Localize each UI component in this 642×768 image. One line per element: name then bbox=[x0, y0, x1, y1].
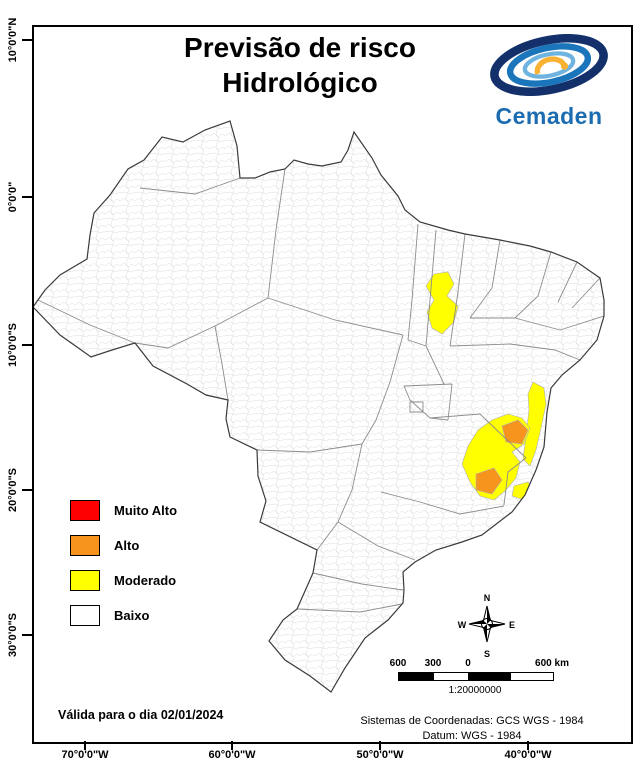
crs-line1: Sistemas de Coordenadas: GCS WGS - 1984 bbox=[360, 715, 584, 727]
brazil-country-outline bbox=[32, 120, 605, 693]
scale-label-300: 300 bbox=[424, 658, 442, 669]
lat-tick-0 bbox=[22, 196, 33, 198]
legend-label-moderado: Moderado bbox=[114, 573, 177, 588]
legend-item-baixo: Baixo bbox=[70, 605, 149, 626]
scale-ratio: 1:20000000 bbox=[448, 685, 502, 696]
lon-label-70w: 70°0'0"W bbox=[61, 749, 109, 761]
lat-tick-10s bbox=[22, 344, 33, 346]
validity-date: Válida para o dia 02/01/2024 bbox=[58, 708, 224, 722]
lat-label-20s: 20°0'0"S bbox=[7, 467, 19, 513]
compass-n: N bbox=[484, 593, 491, 603]
risk-region-minas-alto-upper bbox=[501, 419, 529, 445]
legend-swatch-moderado bbox=[70, 570, 100, 591]
lat-label-10n: 10°0'0"N bbox=[7, 17, 19, 63]
risk-region-tocantins-moderado bbox=[425, 271, 459, 335]
lat-tick-10n bbox=[22, 39, 33, 41]
lat-label-10s: 10°0'0"S bbox=[7, 322, 19, 368]
legend-swatch-baixo bbox=[70, 605, 100, 626]
state-boundaries bbox=[37, 168, 604, 613]
lat-tick-30s bbox=[22, 634, 33, 636]
scale-label-0: 0 bbox=[465, 658, 471, 669]
lat-label-0: 0°0'0" bbox=[7, 181, 19, 213]
legend-item-alto: Alto bbox=[70, 535, 139, 556]
lon-label-50w: 50°0'0"W bbox=[356, 749, 404, 761]
scale-bar-segments bbox=[398, 672, 554, 681]
lat-label-30s: 30°0'0"S bbox=[7, 612, 19, 658]
scale-seg-4 bbox=[511, 673, 553, 680]
cemaden-logo: Cemaden bbox=[468, 34, 630, 130]
compass-circle bbox=[481, 618, 493, 630]
lat-tick-20s bbox=[22, 489, 33, 491]
risk-region-minas-alto-lower bbox=[475, 467, 503, 495]
legend-label-baixo: Baixo bbox=[114, 608, 150, 623]
scale-label-600-left: 600 bbox=[389, 658, 407, 669]
compass-e: E bbox=[509, 620, 515, 630]
crs-line2: Datum: WGS - 1984 bbox=[422, 729, 522, 742]
risk-region-espirito-santo-moderado bbox=[522, 381, 547, 467]
lon-tick-70w bbox=[84, 741, 86, 750]
title-line2: Hidrológico bbox=[222, 67, 378, 98]
cemaden-logo-text: Cemaden bbox=[495, 103, 603, 129]
legend-item-moderado: Moderado bbox=[70, 570, 176, 591]
page-title: Previsão de risco Hidrológico bbox=[120, 30, 480, 100]
title-line1: Previsão de risco bbox=[184, 32, 416, 63]
legend-label-alto: Alto bbox=[114, 538, 140, 553]
scale-seg-2 bbox=[434, 673, 469, 680]
scale-seg-1 bbox=[399, 673, 434, 680]
lon-label-40w: 40°0'0"W bbox=[504, 749, 552, 761]
compass-w: W bbox=[458, 620, 467, 630]
legend-swatch-muito-alto bbox=[70, 500, 100, 521]
coordinate-system-note: Sistemas de Coordenadas: GCS WGS - 1984 … bbox=[322, 714, 622, 744]
lon-tick-50w bbox=[379, 741, 381, 750]
scale-bar: 600 300 0 600 km 1:20000000 bbox=[388, 658, 588, 700]
scale-label-600-km: 600 km bbox=[535, 658, 569, 669]
cemaden-logo-icon bbox=[490, 34, 608, 96]
compass-star-dark bbox=[469, 606, 505, 642]
legend-item-muito-alto: Muito Alto bbox=[70, 500, 177, 521]
scale-seg-3 bbox=[469, 673, 511, 680]
lon-label-60w: 60°0'0"W bbox=[208, 749, 256, 761]
compass-s: S bbox=[484, 649, 490, 659]
lon-tick-60w bbox=[231, 741, 233, 750]
compass-rose: N S W E bbox=[458, 593, 515, 659]
legend-label-muito-alto: Muito Alto bbox=[114, 503, 178, 518]
legend-swatch-alto bbox=[70, 535, 100, 556]
lon-tick-40w bbox=[527, 741, 529, 750]
